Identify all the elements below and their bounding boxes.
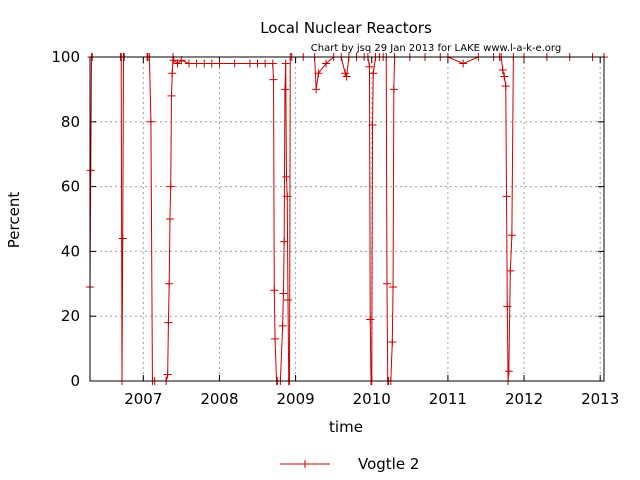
x-tick-label-2007: 2007 (124, 390, 162, 408)
y-axis-label: Percent (5, 192, 23, 249)
data-point-vogtle-2-40 (271, 335, 279, 343)
data-point-vogtle-2-47 (281, 85, 289, 93)
data-point-vogtle-2-69 (365, 63, 373, 71)
data-point-vogtle-2-96 (499, 66, 507, 74)
y-tick-label-60: 60 (61, 178, 80, 196)
x-tick-label-2012: 2012 (505, 390, 543, 408)
x-tick-label-2013: 2013 (581, 390, 619, 408)
chart-annotation: Chart by jsq 29 Jan 2013 for LAKE www.l-… (311, 43, 561, 54)
chart-title: Local Nuclear Reactors (260, 19, 432, 37)
series-points (86, 53, 608, 385)
data-point-vogtle-2-51 (284, 296, 292, 304)
data-point-vogtle-2-36 (261, 59, 269, 67)
data-point-vogtle-2-39 (270, 286, 278, 294)
data-point-vogtle-2-104 (508, 231, 516, 239)
data-point-vogtle-2-7 (119, 234, 127, 242)
data-point-vogtle-2-19 (165, 280, 173, 288)
data-point-vogtle-2-70 (366, 315, 374, 323)
y-tick-label-0: 0 (70, 372, 80, 390)
legend-label-vogtle-2: Vogtle 2 (358, 455, 419, 473)
data-point-vogtle-2-20 (166, 215, 174, 223)
data-point-vogtle-2-31 (208, 59, 216, 67)
data-point-vogtle-2-46 (280, 238, 288, 246)
data-point-vogtle-2-85 (390, 85, 398, 93)
data-point-vogtle-2-13 (147, 118, 155, 126)
x-tick-label-2010: 2010 (353, 390, 391, 408)
data-point-vogtle-2-102 (505, 367, 513, 375)
data-point-vogtle-2-45 (279, 290, 287, 298)
x-tick-label-2008: 2008 (200, 390, 238, 408)
data-point-vogtle-2-49 (282, 173, 290, 181)
data-point-vogtle-2-74 (369, 69, 377, 77)
data-point-vogtle-2-17 (164, 371, 172, 379)
data-point-vogtle-2-58 (312, 85, 320, 93)
data-point-vogtle-2-29 (193, 59, 201, 67)
y-tick-label-80: 80 (61, 113, 80, 131)
data-point-vogtle-2-22 (167, 92, 175, 100)
data-point-vogtle-2-44 (279, 322, 287, 330)
y-tick-label-20: 20 (61, 307, 80, 325)
data-point-vogtle-2-99 (503, 192, 511, 200)
data-point-vogtle-2-38 (270, 76, 278, 84)
legend-marker-vogtle-2 (301, 460, 309, 468)
data-point-vogtle-2-91 (459, 59, 467, 67)
x-axis-label: time (329, 418, 363, 436)
data-point-vogtle-2-97 (500, 72, 508, 80)
x-tick-labels: 2007 2008 2009 2010 2011 2012 2013 (124, 390, 619, 408)
data-point-vogtle-2-48 (282, 59, 290, 67)
data-point-vogtle-2-34 (246, 59, 254, 67)
x-tick-label-2011: 2011 (429, 390, 467, 408)
y-tick-labels: 0 20 40 60 80 100 (51, 48, 80, 390)
data-point-vogtle-2-32 (215, 59, 223, 67)
data-point-vogtle-2-28 (185, 59, 193, 67)
x-tick-label-2009: 2009 (277, 390, 315, 408)
legend: Vogtle 2 (280, 455, 419, 473)
data-point-vogtle-2-30 (200, 59, 208, 67)
y-tick-label-100: 100 (51, 48, 80, 66)
data-point-vogtle-2-35 (254, 59, 262, 67)
data-point-vogtle-2-83 (388, 338, 396, 346)
data-point-vogtle-2-1 (87, 166, 95, 174)
data-point-vogtle-2-23 (168, 69, 176, 77)
data-point-vogtle-2-18 (164, 319, 172, 327)
data-point-vogtle-2-37 (269, 59, 277, 67)
data-point-vogtle-2-33 (231, 59, 239, 67)
data-point-vogtle-2-21 (167, 183, 175, 191)
y-tick-label-40: 40 (61, 242, 80, 260)
data-point-vogtle-2-98 (502, 82, 510, 90)
